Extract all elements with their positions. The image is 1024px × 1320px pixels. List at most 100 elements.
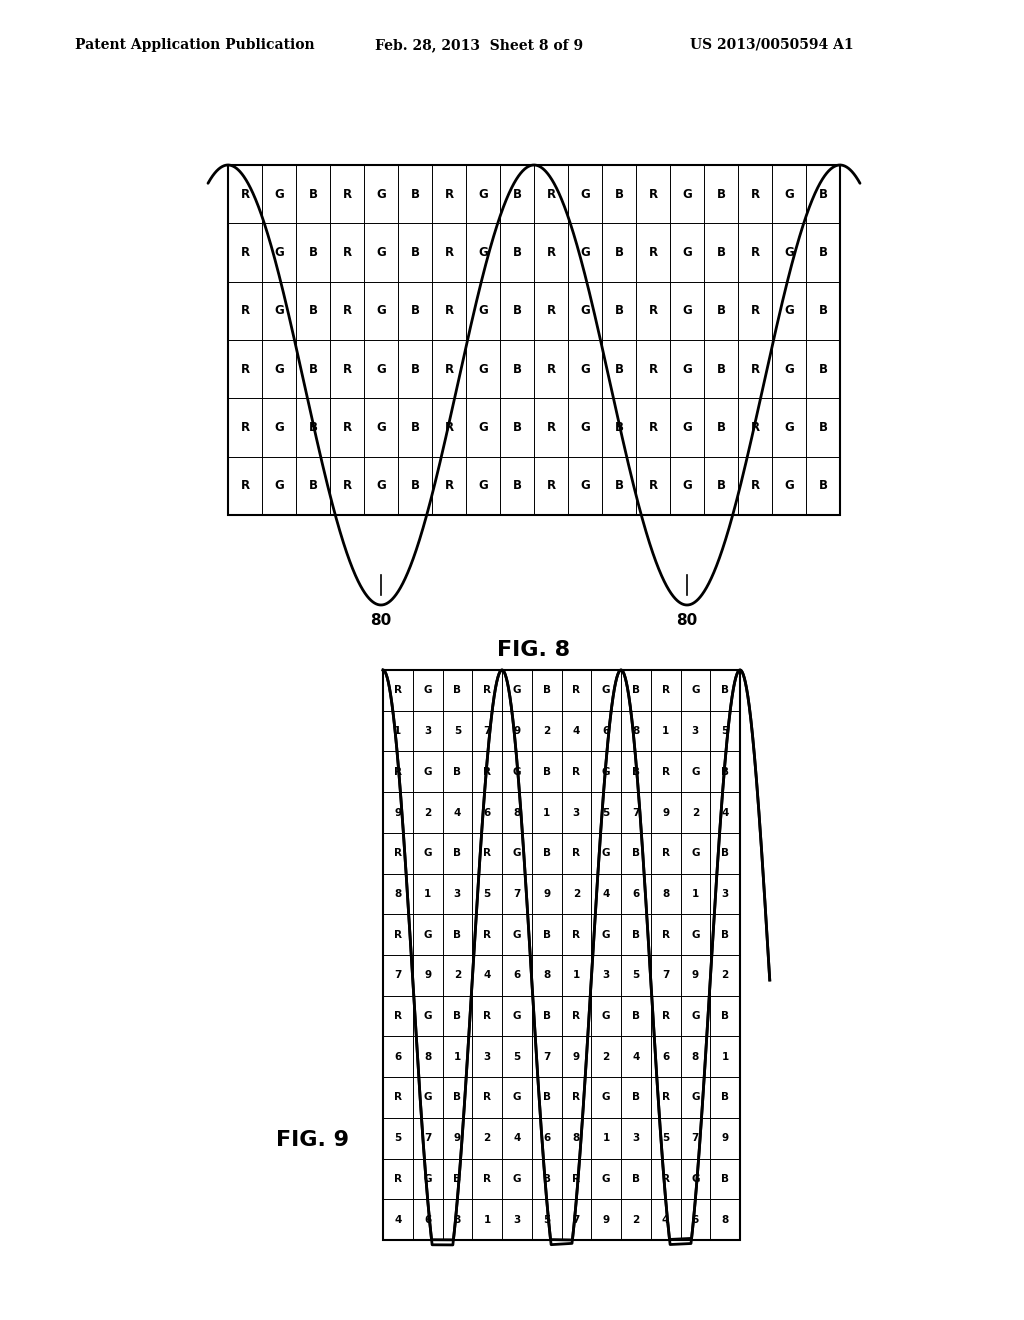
Text: G: G [274, 246, 284, 259]
Text: R: R [342, 479, 351, 492]
Text: B: B [411, 246, 420, 259]
Text: R: R [444, 363, 454, 376]
Text: 6: 6 [543, 1133, 550, 1143]
Text: G: G [602, 849, 610, 858]
Text: R: R [547, 479, 556, 492]
Text: B: B [543, 929, 551, 940]
Text: R: R [547, 305, 556, 317]
Text: 5: 5 [454, 726, 461, 737]
Text: B: B [632, 1173, 640, 1184]
Text: R: R [572, 929, 581, 940]
Text: G: G [691, 1011, 699, 1022]
Text: B: B [454, 1093, 462, 1102]
Text: B: B [308, 246, 317, 259]
Text: G: G [376, 363, 386, 376]
Text: 6: 6 [662, 1052, 670, 1061]
Text: 4: 4 [662, 1214, 670, 1225]
Text: 6: 6 [394, 1052, 401, 1061]
Text: Patent Application Publication: Patent Application Publication [75, 38, 314, 51]
Text: B: B [721, 1173, 729, 1184]
Text: 8: 8 [662, 888, 670, 899]
Text: 4: 4 [632, 1052, 640, 1061]
Text: 6: 6 [513, 970, 520, 981]
Text: R: R [483, 849, 492, 858]
Text: G: G [691, 767, 699, 776]
Text: G: G [691, 849, 699, 858]
Text: R: R [572, 685, 581, 696]
Text: G: G [274, 479, 284, 492]
Text: 6: 6 [602, 726, 609, 737]
Text: G: G [784, 305, 794, 317]
Text: G: G [376, 246, 386, 259]
Text: G: G [682, 187, 692, 201]
Text: R: R [394, 1011, 401, 1022]
Text: R: R [662, 1011, 670, 1022]
Text: G: G [376, 187, 386, 201]
Text: 9: 9 [572, 1052, 580, 1061]
Text: 3: 3 [513, 1214, 520, 1225]
Text: G: G [423, 1011, 432, 1022]
Text: 6: 6 [632, 888, 640, 899]
Text: 6: 6 [424, 1214, 431, 1225]
Text: B: B [614, 305, 624, 317]
Text: B: B [721, 849, 729, 858]
Text: B: B [512, 363, 521, 376]
Text: R: R [444, 187, 454, 201]
Text: R: R [342, 246, 351, 259]
Text: R: R [444, 305, 454, 317]
Text: 3: 3 [602, 970, 609, 981]
Text: B: B [614, 246, 624, 259]
Text: 9: 9 [663, 808, 670, 817]
Text: 2: 2 [543, 726, 550, 737]
Text: 7: 7 [483, 726, 490, 737]
Text: B: B [717, 305, 725, 317]
Text: R: R [572, 1093, 581, 1102]
Text: 1: 1 [662, 726, 670, 737]
Text: R: R [241, 421, 250, 434]
Text: 4: 4 [483, 970, 490, 981]
Text: 5: 5 [722, 726, 729, 737]
Text: G: G [691, 1093, 699, 1102]
Text: G: G [423, 767, 432, 776]
Text: 7: 7 [632, 808, 640, 817]
Text: B: B [411, 421, 420, 434]
Text: R: R [394, 1093, 401, 1102]
Text: R: R [751, 246, 760, 259]
Text: 9: 9 [394, 808, 401, 817]
Text: R: R [662, 929, 670, 940]
Text: 8: 8 [692, 1052, 699, 1061]
Text: B: B [614, 479, 624, 492]
Text: G: G [581, 421, 590, 434]
Text: 1: 1 [424, 888, 431, 899]
Text: G: G [513, 685, 521, 696]
Text: R: R [572, 767, 581, 776]
Text: G: G [423, 929, 432, 940]
Text: G: G [478, 305, 487, 317]
Text: B: B [818, 187, 827, 201]
Text: B: B [308, 187, 317, 201]
Text: B: B [454, 685, 462, 696]
Text: R: R [483, 767, 492, 776]
Text: R: R [241, 479, 250, 492]
Text: G: G [423, 1093, 432, 1102]
Text: 2: 2 [572, 888, 580, 899]
Text: R: R [394, 685, 401, 696]
Text: B: B [717, 421, 725, 434]
Text: B: B [512, 421, 521, 434]
Text: B: B [632, 685, 640, 696]
Text: B: B [454, 767, 462, 776]
Text: B: B [818, 246, 827, 259]
Text: 1: 1 [572, 970, 580, 981]
Text: B: B [543, 849, 551, 858]
Text: R: R [342, 421, 351, 434]
Text: B: B [818, 305, 827, 317]
Text: B: B [454, 849, 462, 858]
Text: G: G [581, 479, 590, 492]
Text: G: G [423, 685, 432, 696]
Text: 7: 7 [662, 970, 670, 981]
Text: R: R [751, 363, 760, 376]
Text: 1: 1 [543, 808, 550, 817]
Text: 4: 4 [722, 808, 729, 817]
Text: G: G [513, 767, 521, 776]
Text: R: R [648, 305, 657, 317]
